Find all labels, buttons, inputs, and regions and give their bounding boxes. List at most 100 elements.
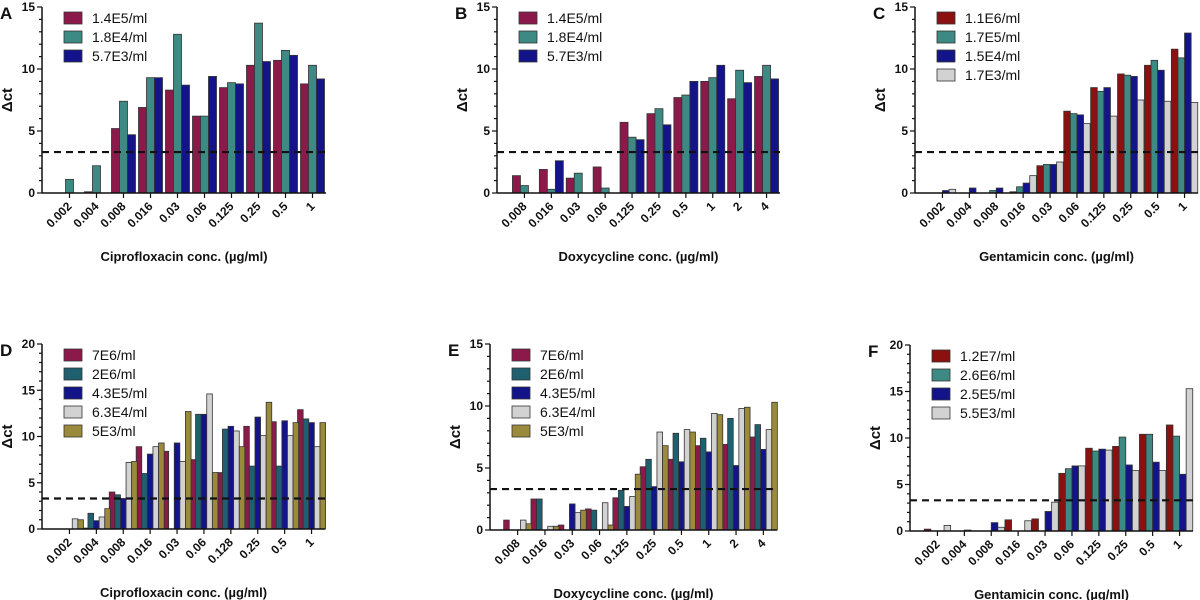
x-tick-label: 0.016 (519, 536, 550, 567)
x-tick-label: 0.008 (970, 199, 1001, 230)
y-tick-label: 15 (470, 337, 484, 351)
y-tick-label: 15 (22, 383, 36, 397)
x-axis-label: Ciprofloxacin conc. (µg/ml) (100, 249, 267, 264)
x-tick-label: 0.008 (97, 535, 128, 566)
legend-label: 1.2E7/ml (960, 348, 1015, 364)
x-tick-label: 0.25 (236, 535, 263, 562)
legend-swatch (931, 406, 951, 420)
x-tick-label: 1 (699, 536, 714, 551)
bar-E-4-0 (525, 523, 533, 531)
bar-E-4-2 (580, 509, 587, 531)
bar-F-3-3 (1024, 520, 1032, 532)
legend-swatch (518, 30, 538, 44)
bar-F-3-5 (1078, 465, 1086, 532)
bar-E-4-9 (771, 401, 778, 531)
y-tick-label: 20 (890, 338, 904, 352)
bar-D-4-2 (131, 461, 138, 530)
bar-E-4-8 (744, 406, 751, 531)
bar-E-2-6 (678, 461, 685, 531)
x-tick-label: 0.03 (557, 199, 584, 226)
bar-D-3-2 (125, 461, 133, 530)
y-tick-label: 5 (28, 476, 35, 490)
x-axis-label: Gentamicin conc. (µg/ml) (974, 587, 1129, 600)
x-tick-label: 1 (303, 199, 318, 214)
bar-D-4-9 (319, 422, 326, 530)
y-tick-label: 0 (28, 186, 35, 200)
bar-D-2-9 (308, 422, 315, 530)
legend-swatch (936, 68, 956, 82)
bar-D-3-8 (287, 435, 294, 530)
bar-F-0-4 (1031, 518, 1039, 532)
legend-swatch (931, 349, 951, 363)
legend-label: 2.6E6/ml (960, 367, 1015, 383)
bar-D-1-5 (195, 413, 202, 530)
bar-A-1-8 (281, 50, 290, 194)
bar-F-0-3 (1004, 519, 1012, 532)
bar-E-1-9 (754, 424, 761, 531)
bar-A-2-8 (289, 54, 298, 194)
x-tick-label: 4 (757, 199, 772, 214)
legend-swatch (936, 30, 956, 44)
bar-C-2-8 (1157, 69, 1165, 194)
bar-B-2-7 (716, 64, 726, 194)
x-tick-label: 0.008 (492, 536, 523, 567)
bar-F-2-5 (1071, 465, 1079, 532)
x-tick-label: 0.5 (665, 536, 687, 558)
bar-B-0-6 (673, 97, 683, 194)
x-tick-label: 0.25 (1109, 199, 1136, 226)
x-tick-label: 0.25 (237, 199, 264, 226)
y-tick-label: 15 (890, 385, 904, 399)
bar-C-3-7 (1136, 99, 1145, 194)
bar-E-1-7 (699, 437, 707, 531)
legend-label: 6.3E4/ml (540, 404, 595, 420)
bar-C-2-5 (1076, 114, 1084, 194)
x-axis-label: Doxycycline conc. (µg/ml) (559, 249, 719, 264)
x-axis-label: Doxycycline conc. (µg/ml) (554, 586, 714, 600)
bar-A-1-3 (146, 77, 155, 194)
bar-B-0-0 (512, 175, 521, 194)
bar-D-3-5 (206, 393, 213, 530)
x-tick-label: 0.125 (1073, 537, 1104, 568)
y-axis-label: Δct (0, 424, 16, 448)
bar-D-4-5 (211, 472, 219, 530)
x-tick-label: 0.03 (156, 199, 183, 226)
panel-letter: C (873, 4, 885, 23)
bar-C-2-3 (1022, 182, 1031, 194)
x-tick-label: 0.5 (268, 535, 290, 557)
bar-E-3-5 (656, 431, 663, 531)
bar-A-2-5 (208, 76, 217, 194)
y-axis-label: Δct (454, 88, 471, 112)
bar-A-1-5 (200, 115, 209, 194)
x-tick-label: 0.002 (43, 199, 74, 230)
bar-D-1-3 (141, 473, 148, 530)
x-tick-label: 1 (1175, 199, 1190, 214)
bar-A-2-4 (181, 84, 190, 194)
y-tick-label: 0 (896, 524, 903, 538)
bar-C-2-7 (1130, 76, 1138, 194)
bar-E-1-4 (618, 489, 625, 531)
bar-A-0-6 (219, 87, 228, 194)
bar-C-2-9 (1184, 32, 1192, 194)
bar-A-2-6 (235, 83, 244, 194)
y-tick-label: 0 (476, 523, 483, 537)
legend-swatch (63, 30, 83, 44)
y-tick-label: 10 (477, 62, 491, 76)
x-tick-label: 0.004 (70, 535, 101, 566)
bar-E-2-8 (732, 465, 740, 531)
y-tick-label: 5 (901, 124, 908, 138)
bar-F-0-6 (1085, 447, 1093, 532)
bar-C-2-6 (1103, 87, 1111, 194)
bar-B-0-5 (646, 113, 656, 194)
bar-E-3-2 (574, 512, 582, 531)
bar-D-4-4 (185, 411, 192, 530)
bar-F-1-8 (1145, 433, 1154, 532)
bar-F-3-7 (1131, 470, 1140, 532)
legend-swatch (63, 367, 83, 381)
bar-A-2-3 (154, 77, 163, 194)
y-tick-label: 10 (890, 431, 904, 445)
bar-B-0-3 (592, 166, 602, 194)
bar-B-1-8 (735, 69, 745, 194)
bar-A-1-2 (119, 100, 128, 194)
bar-D-3-0 (71, 518, 79, 530)
